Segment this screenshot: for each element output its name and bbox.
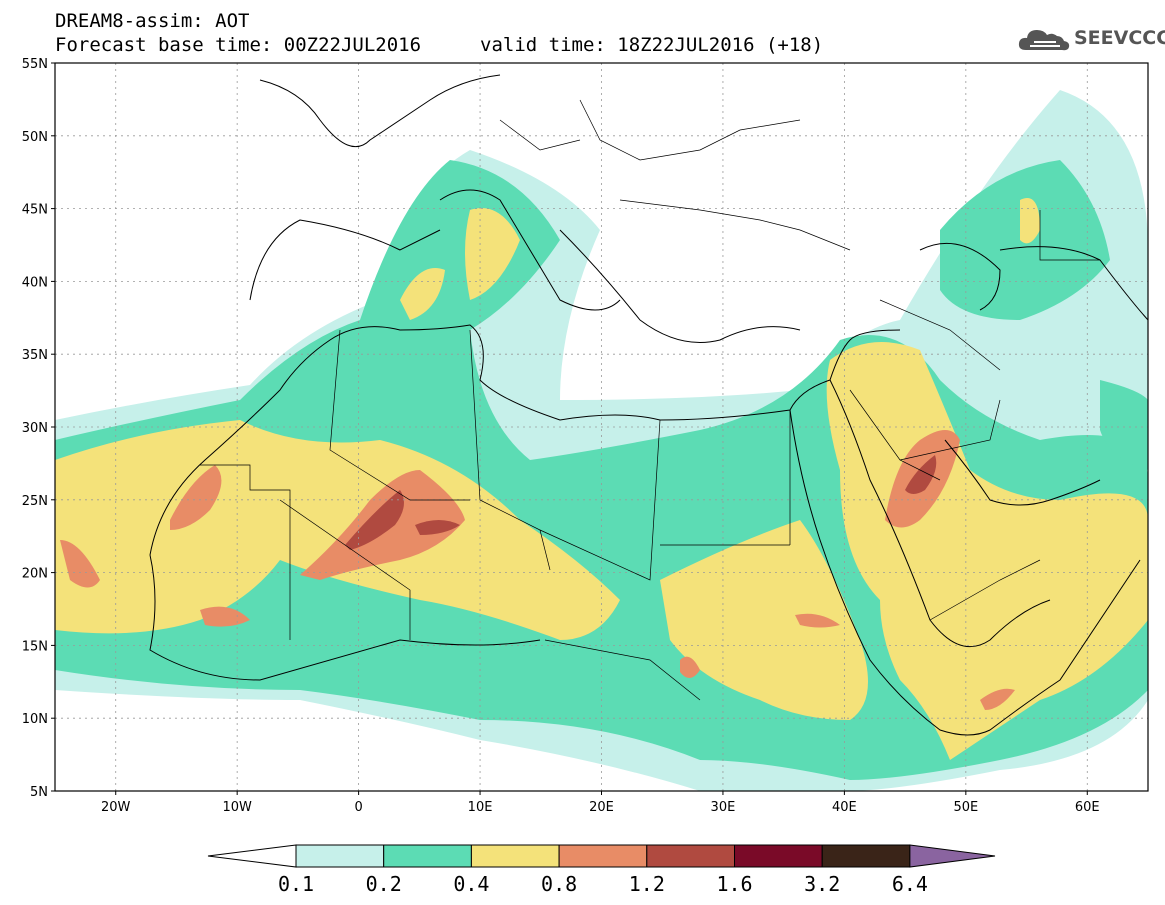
coastlines [149,74,1149,736]
aot-level-0.4 [55,198,1148,760]
colorbar-level-label: 0.4 [453,872,490,896]
lon-label: 20E [589,800,614,815]
lat-label: 15N [22,639,48,654]
lat-label: 45N [22,203,48,218]
lon-label: 10W [222,800,252,815]
aot-field [55,90,1148,791]
colorbar-swatch [646,844,735,868]
colorbar-level-label: 0.8 [541,872,578,896]
forecast-base-time: Forecast base time: 00Z22JUL2016 [55,34,422,56]
product-title: DREAM8-assim: AOT [55,10,250,32]
lat-label: 50N [22,130,48,145]
colorbar [207,844,996,868]
lat-label: 35N [22,348,48,363]
graticule [55,63,1148,791]
colorbar-swatch [558,844,648,868]
lat-label: 55N [22,57,48,72]
colorbar-swatch [383,844,472,868]
colorbar-swatch [470,844,560,868]
valid-time: valid time: 18Z22JUL2016 (+18) [480,34,824,56]
lon-label: 50E [953,800,978,815]
colorbar-over-arrow [909,844,996,868]
logo-text: SEEVCCC [1074,27,1165,49]
colorbar-swatch [295,844,385,868]
lat-label: 5N [30,785,48,800]
lon-label: 60E [1075,800,1100,815]
colorbar-swatch [734,844,823,868]
lon-label: 0 [354,800,362,815]
longitude-labels: 20W 10W 0 10E 20E 30E 40E 50E 60E [101,791,1100,815]
lon-label: 20W [101,800,131,815]
lon-label: 40E [832,800,857,815]
country-borders [200,99,1100,701]
seevccc-logo: SEEVCCC [1016,24,1165,56]
lon-label: 10E [468,800,493,815]
colorbar-level-label: 3.2 [804,872,841,896]
colorbar-swatch [821,844,911,868]
aot-level-1.2 [345,455,937,550]
lat-label: 10N [22,712,48,727]
colorbar-level-label: 1.2 [628,872,665,896]
colorbar-level-label: 0.1 [277,872,315,896]
colorbar-level-label: 6.4 [891,872,928,896]
colorbar-level-label: 0.2 [365,872,402,896]
lat-label: 30N [22,421,48,436]
lat-label: 25N [22,494,48,509]
colorbar-under-arrow [207,844,297,868]
lon-label: 30E [711,800,736,815]
lat-label: 40N [22,275,48,290]
cloud-icon [1018,30,1070,51]
lat-label: 20N [22,567,48,582]
colorbar-level-label: 1.6 [716,872,753,896]
latitude-labels: 5N 10N 15N 20N 25N 30N 35N 40N 45N 50N 55N [22,57,55,800]
